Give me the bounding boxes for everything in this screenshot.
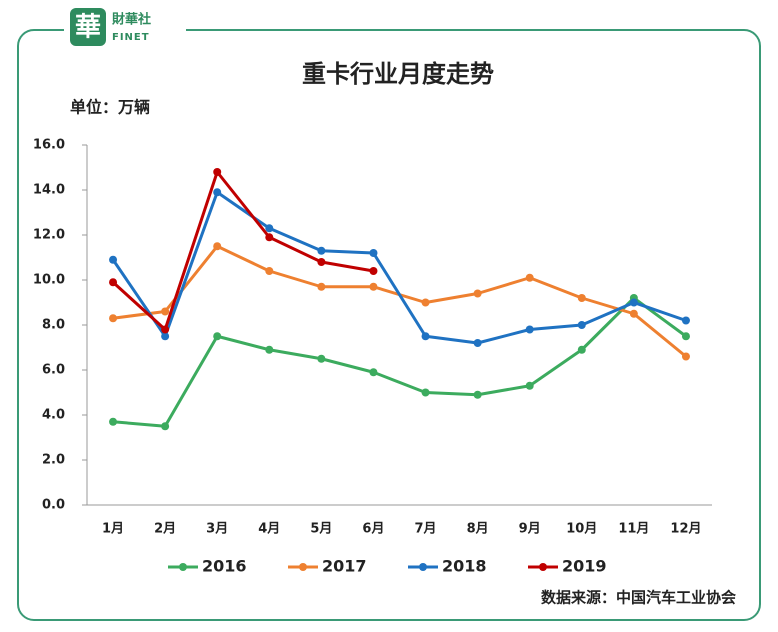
logo-mark: 華 [75, 13, 101, 43]
data-point [421, 388, 430, 397]
data-point [577, 345, 586, 354]
data-point [161, 307, 170, 316]
data-point [317, 354, 326, 363]
y-tick-label: 12.0 [33, 228, 65, 243]
data-point [213, 188, 222, 197]
y-tick-label: 4.0 [42, 408, 65, 423]
legend-dot [419, 563, 427, 571]
data-point [473, 289, 482, 298]
y-tick-label: 0.0 [42, 498, 65, 513]
x-tick-label: 12月 [670, 522, 701, 537]
data-point [213, 242, 222, 251]
data-point [213, 332, 222, 341]
logo-name-en: FINET [112, 32, 150, 43]
data-point [369, 368, 378, 377]
series-line [112, 244, 687, 358]
data-point [161, 325, 170, 334]
data-point [681, 316, 690, 325]
legend-label: 2018 [442, 557, 487, 576]
data-point [473, 390, 482, 399]
data-point [629, 309, 638, 318]
legend-dot [299, 563, 307, 571]
data-point [213, 168, 222, 176]
data-point [109, 314, 118, 323]
source-note: 数据来源：中国汽车工业协会 [541, 589, 736, 607]
data-point [161, 332, 170, 341]
x-tick-label: 8月 [467, 522, 489, 537]
x-tick-label: 1月 [102, 522, 124, 537]
data-point [525, 273, 534, 282]
y-tick-label: 14.0 [33, 183, 65, 198]
data-point [265, 233, 274, 242]
data-point [629, 298, 638, 307]
logo-badge [70, 8, 106, 46]
data-point [681, 332, 690, 341]
chart-title: 重卡行业月度走势 [302, 60, 494, 88]
x-tick-label: 4月 [258, 522, 280, 537]
data-point [109, 417, 118, 426]
x-tick-label: 6月 [362, 522, 384, 537]
series-line [112, 296, 687, 428]
y-tick-label: 2.0 [42, 453, 65, 468]
data-point [317, 258, 326, 266]
data-point [525, 325, 534, 334]
legend-label: 2019 [562, 557, 607, 576]
data-point [577, 321, 586, 329]
data-point [265, 224, 274, 233]
y-tick-label: 10.0 [33, 273, 65, 288]
data-point [265, 267, 274, 275]
data-point [369, 282, 378, 291]
legend-label: 2017 [322, 557, 367, 576]
x-tick-label: 7月 [415, 522, 437, 537]
series-line [111, 190, 687, 345]
data-point [109, 278, 118, 287]
y-tick-label: 16.0 [33, 138, 65, 153]
x-tick-label: 5月 [310, 522, 332, 537]
x-tick-label: 3月 [206, 522, 228, 537]
unit-label: 单位：万辆 [70, 98, 150, 117]
data-point [421, 298, 430, 307]
data-point [369, 249, 378, 257]
legend-label: 2016 [202, 557, 247, 576]
x-tick-label: 2月 [154, 522, 176, 537]
data-point [473, 339, 482, 347]
data-point [369, 267, 378, 275]
data-point [109, 255, 118, 264]
data-point [317, 246, 326, 255]
y-tick-label: 8.0 [42, 318, 65, 333]
legend-dot [179, 563, 187, 571]
logo-name: 財華社 [111, 12, 151, 28]
x-tick-label: 10月 [566, 522, 597, 537]
y-tick-label: 6.0 [42, 363, 65, 378]
data-point [161, 422, 170, 431]
series-line [112, 170, 374, 331]
legend-dot [539, 563, 547, 571]
data-point [421, 332, 430, 341]
frame [17, 29, 761, 621]
data-point [681, 352, 690, 361]
data-point [525, 381, 534, 390]
data-point [317, 282, 326, 291]
x-tick-label: 9月 [519, 522, 541, 537]
data-point [265, 345, 274, 354]
data-point [577, 294, 586, 302]
x-tick-label: 11月 [618, 522, 649, 537]
